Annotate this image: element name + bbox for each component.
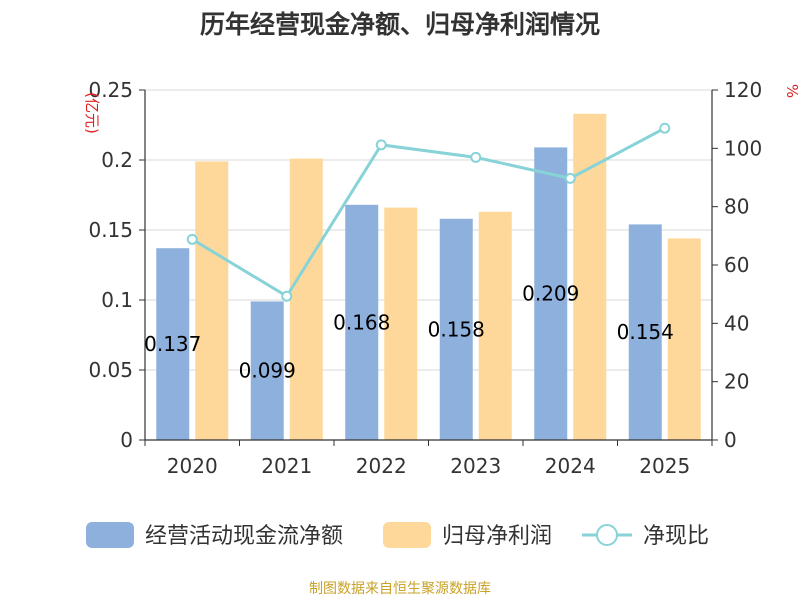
x-tick-label: 2021 (261, 454, 312, 478)
y-right-tick-label: 120 (724, 78, 762, 102)
y-right-tick-label: 40 (724, 311, 749, 335)
bar-data-label: 0.158 (428, 317, 485, 341)
net-cash-ratio-point (281, 290, 293, 302)
net-cash-ratio-point (659, 122, 671, 134)
bar-data-label: 0.154 (617, 320, 674, 344)
y-left-axis-label: (亿元) (83, 92, 101, 134)
x-tick-label: 2023 (450, 454, 501, 478)
y-left-tick-label: 0 (120, 428, 133, 452)
x-tick-label: 2024 (545, 454, 596, 478)
net-cash-ratio-point (186, 233, 198, 245)
bar-net-profit (478, 211, 512, 440)
y-right-tick-label: 100 (724, 136, 762, 160)
bar-cash-flow (534, 147, 568, 440)
net-cash-ratio-point (375, 139, 387, 151)
net-cash-ratio-point (470, 151, 482, 163)
bar-net-profit (384, 207, 418, 440)
bar-data-label: 0.137 (144, 332, 201, 356)
net-cash-ratio-line (191, 126, 666, 299)
y-right-tick-label: 20 (724, 370, 749, 394)
y-left-tick-label: 0.1 (101, 288, 133, 312)
bar-data-label: 0.168 (333, 310, 390, 334)
bar-cash-flow (345, 204, 379, 440)
bar-net-profit (195, 161, 229, 440)
y-left-tick-label: 0.15 (88, 218, 133, 242)
y-left-tick-label: 0.2 (101, 148, 133, 172)
source-note: 制图数据来自恒生聚源数据库 (309, 581, 491, 597)
y-right-tick-label: 0 (724, 428, 737, 452)
bar-cash-flow (250, 301, 284, 440)
y-right-tick-label: 60 (724, 253, 749, 277)
legend-label-cash-flow: 经营活动现金流净额 (145, 524, 343, 549)
bar-data-label: 0.209 (522, 282, 579, 306)
y-right-axis-label: % (783, 84, 800, 98)
bar-net-profit (667, 238, 701, 440)
bar-cash-flow (156, 248, 190, 440)
y-left-tick-label: 0.25 (88, 78, 133, 102)
chart-title: 历年经营现金净额、归母净利润情况 (200, 10, 600, 39)
x-tick-label: 2025 (639, 454, 690, 478)
y-left-tick-label: 0.05 (88, 358, 133, 382)
bar-cash-flow (628, 224, 662, 440)
legend-label-ratio: 净现比 (643, 524, 709, 549)
bar-cash-flow (439, 218, 473, 440)
legend-swatch-net-profit (383, 522, 431, 548)
bar-net-profit (289, 158, 323, 440)
y-right-tick-label: 80 (724, 195, 749, 219)
bar-data-label: 0.099 (239, 359, 296, 383)
legend-swatch-cash-flow (86, 522, 134, 548)
x-tick-label: 2020 (167, 454, 218, 478)
net-cash-ratio-point (564, 172, 576, 184)
legend-label-net-profit: 归母净利润 (442, 524, 552, 549)
legend-swatch-ratio-marker (596, 524, 618, 546)
x-tick-label: 2022 (356, 454, 407, 478)
